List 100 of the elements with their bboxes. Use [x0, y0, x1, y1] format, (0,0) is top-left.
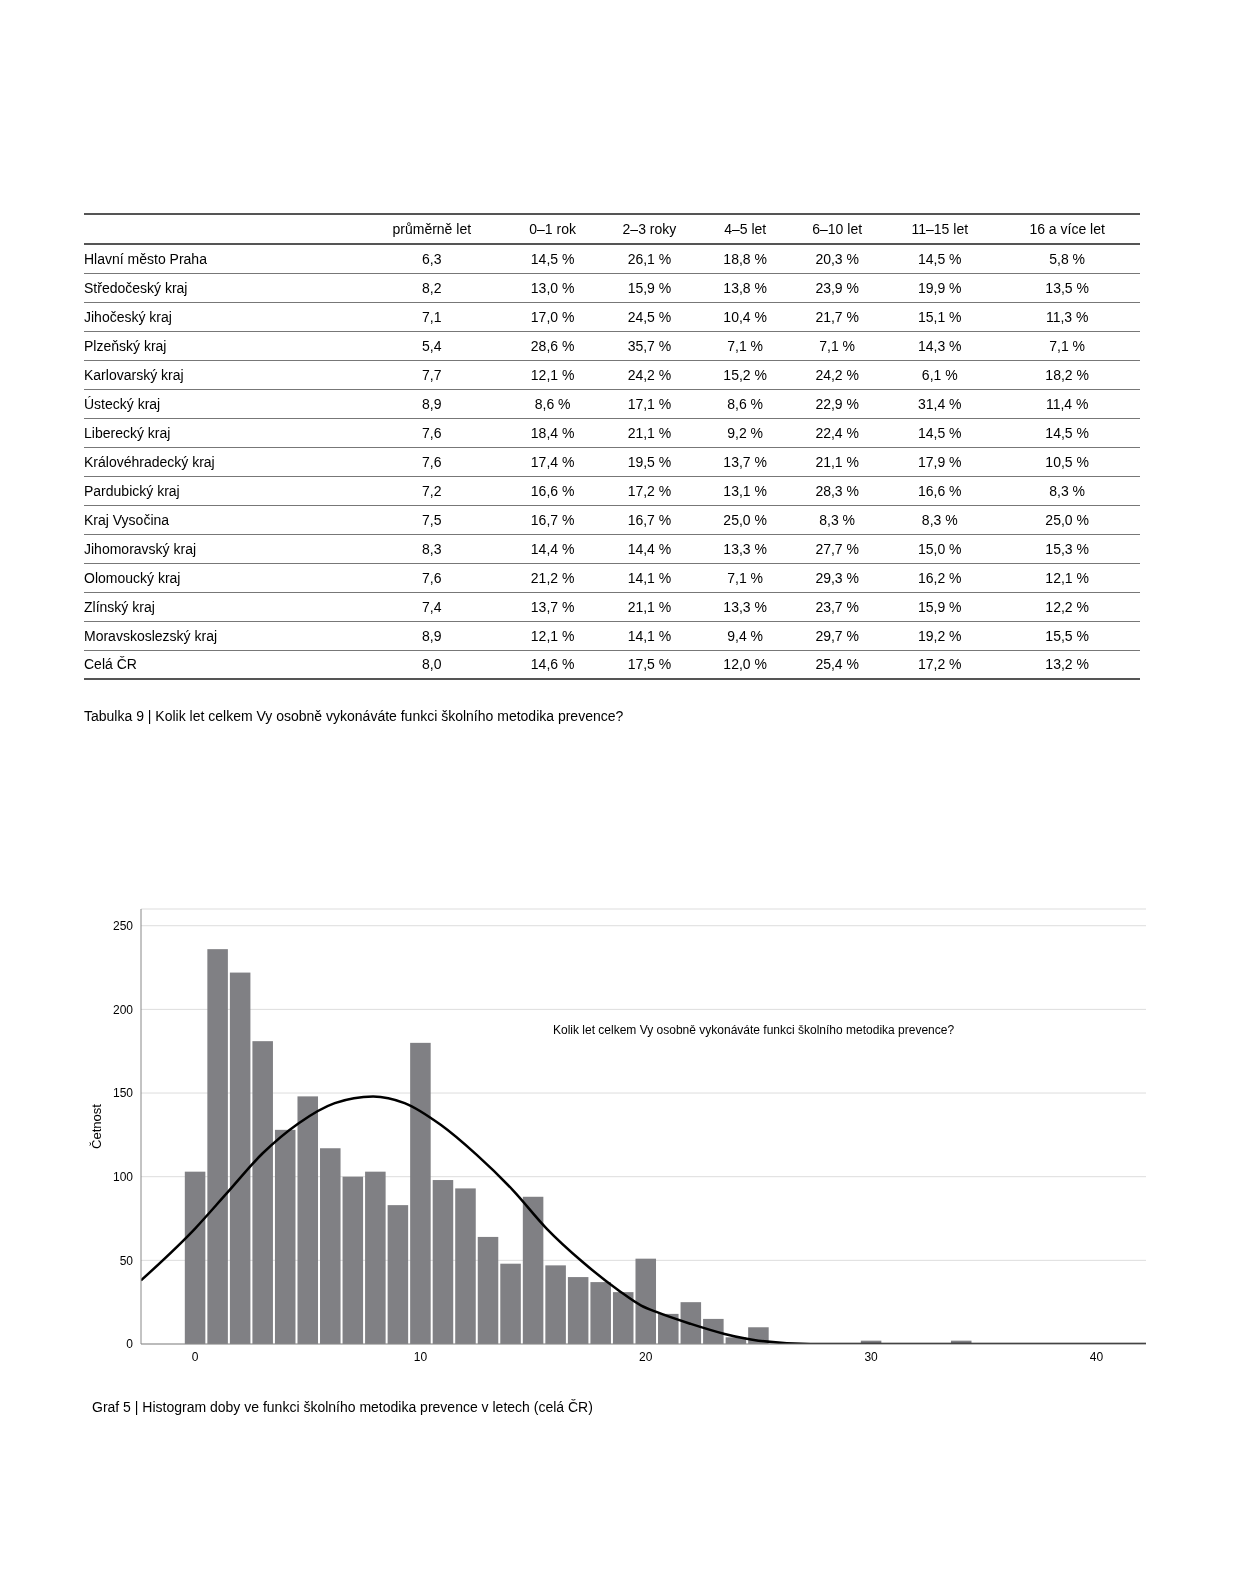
- category-label: Královéhradecký kraj: [84, 453, 215, 470]
- text: 6,3: [422, 250, 442, 267]
- text: 29,3 %: [815, 569, 859, 586]
- text: 16,6 %: [530, 482, 575, 499]
- text: 26,1 %: [627, 250, 672, 267]
- text: 6,1 %: [921, 366, 958, 383]
- text: 24,5 %: [627, 308, 672, 325]
- text: 12,0 %: [723, 656, 767, 673]
- text: 15,3 %: [1045, 540, 1089, 557]
- x-tick-label: 40: [1089, 1349, 1104, 1364]
- text: 10,5 %: [1045, 453, 1089, 470]
- text: 15,5 %: [1045, 627, 1089, 644]
- category-label: průměrně let: [391, 220, 473, 239]
- text: 25,0 %: [1045, 511, 1089, 528]
- text: 12,1 %: [530, 366, 575, 383]
- category-label: 0–1 rok: [528, 220, 577, 239]
- text: 15,1 %: [917, 308, 962, 325]
- text: 24,2 %: [815, 366, 859, 383]
- text: 16,7 %: [627, 511, 672, 528]
- category-label: 4–5 let: [723, 220, 768, 239]
- text: 18,8 %: [723, 250, 767, 267]
- category-label: 11–15 let: [910, 220, 970, 239]
- x-tick-label: 30: [864, 1349, 879, 1364]
- category-label: Středočeský kraj: [84, 279, 188, 296]
- text: 13,5 %: [1045, 279, 1089, 296]
- text: 13,7 %: [723, 453, 767, 470]
- text: 23,9 %: [815, 279, 859, 296]
- text: 14,5 %: [1045, 424, 1089, 441]
- y-axis-title: Četnost: [88, 1103, 104, 1149]
- text: 14,1 %: [627, 627, 672, 644]
- text: Kolik let celkem Vy osobně vykonáváte funkci školního metodika prevence?: [553, 1023, 955, 1037]
- text: 18,4 %: [530, 424, 575, 441]
- text: 8,9: [422, 627, 442, 644]
- y-tick-label: 250: [112, 918, 134, 933]
- category-label: Plzeňský kraj: [84, 337, 167, 354]
- text: 7,7: [422, 366, 442, 383]
- text: 7,4: [422, 598, 442, 615]
- text: 7,6: [422, 424, 442, 441]
- text: 13,0 %: [530, 279, 575, 296]
- text: 13,1 %: [723, 482, 767, 499]
- text: 22,4 %: [815, 424, 859, 441]
- text: 13,7 %: [530, 598, 575, 615]
- text: 8,9: [422, 395, 442, 412]
- text: 8,6 %: [727, 395, 764, 412]
- text: 28,3 %: [815, 482, 859, 499]
- text: 23,7 %: [815, 598, 859, 615]
- text: 7,1 %: [727, 337, 764, 354]
- text: 8,3 %: [921, 511, 958, 528]
- text: 14,3 %: [917, 337, 962, 354]
- text: 17,0 %: [530, 308, 575, 325]
- text: 5,4: [422, 337, 442, 354]
- text: 8,3: [422, 540, 442, 557]
- text: 15,2 %: [723, 366, 767, 383]
- category-label: Olomoucký kraj: [84, 569, 181, 586]
- text: 8,2: [422, 279, 442, 296]
- text: Tabulka 9 | Kolik let celkem Vy osobně vykonáváte funkci školního metodika prevence?: [84, 708, 625, 724]
- text: 21,2 %: [530, 569, 575, 586]
- text: 16,2 %: [917, 569, 962, 586]
- text: 7,5: [422, 511, 442, 528]
- text: 14,5 %: [530, 250, 575, 267]
- text: 16,7 %: [530, 511, 575, 528]
- text: 16,6 %: [917, 482, 962, 499]
- y-tick-label: 150: [112, 1086, 134, 1101]
- text: 8,3 %: [1049, 482, 1086, 499]
- text: 24,2 %: [627, 366, 672, 383]
- text: 17,9 %: [917, 453, 962, 470]
- text: 15,0 %: [917, 540, 962, 557]
- text: 20,3 %: [815, 250, 859, 267]
- text: 10,4 %: [723, 308, 767, 325]
- text: 15,9 %: [627, 279, 672, 296]
- category-label: Celá ČR: [84, 656, 137, 673]
- text: 7,1 %: [727, 569, 764, 586]
- text: 13,3 %: [723, 540, 767, 557]
- category-label: 6–10 let: [811, 220, 864, 239]
- x-tick-label: 0: [191, 1349, 199, 1364]
- text: 13,8 %: [723, 279, 767, 296]
- text: 12,1 %: [1045, 569, 1089, 586]
- y-tick-label: 0: [126, 1337, 134, 1352]
- text: 29,7 %: [815, 627, 859, 644]
- text: 8,6 %: [534, 395, 571, 412]
- category-label: Hlavní město Praha: [84, 250, 207, 267]
- text: 14,5 %: [917, 250, 962, 267]
- category-label: Karlovarský kraj: [84, 366, 184, 383]
- text: 14,4 %: [627, 540, 672, 557]
- text: 17,2 %: [627, 482, 672, 499]
- x-tick-label: 20: [639, 1349, 653, 1364]
- text: 31,4 %: [917, 395, 962, 412]
- text: 15,9 %: [917, 598, 962, 615]
- text: 17,5 %: [627, 656, 672, 673]
- text: 7,1 %: [819, 337, 856, 354]
- text: 13,2 %: [1045, 656, 1089, 673]
- text: 7,1 %: [1049, 337, 1086, 354]
- category-label: Liberecký kraj: [84, 424, 171, 441]
- category-label: Ústecký kraj: [84, 395, 161, 412]
- text: 11,4 %: [1045, 395, 1089, 412]
- text: 19,2 %: [917, 627, 962, 644]
- text: Graf 5 | Histogram doby ve funkci školního metodika prevence v letech (celá ČR): [92, 1399, 593, 1415]
- text: 12,1 %: [530, 627, 575, 644]
- text: 27,7 %: [815, 540, 859, 557]
- text: 25,0 %: [723, 511, 767, 528]
